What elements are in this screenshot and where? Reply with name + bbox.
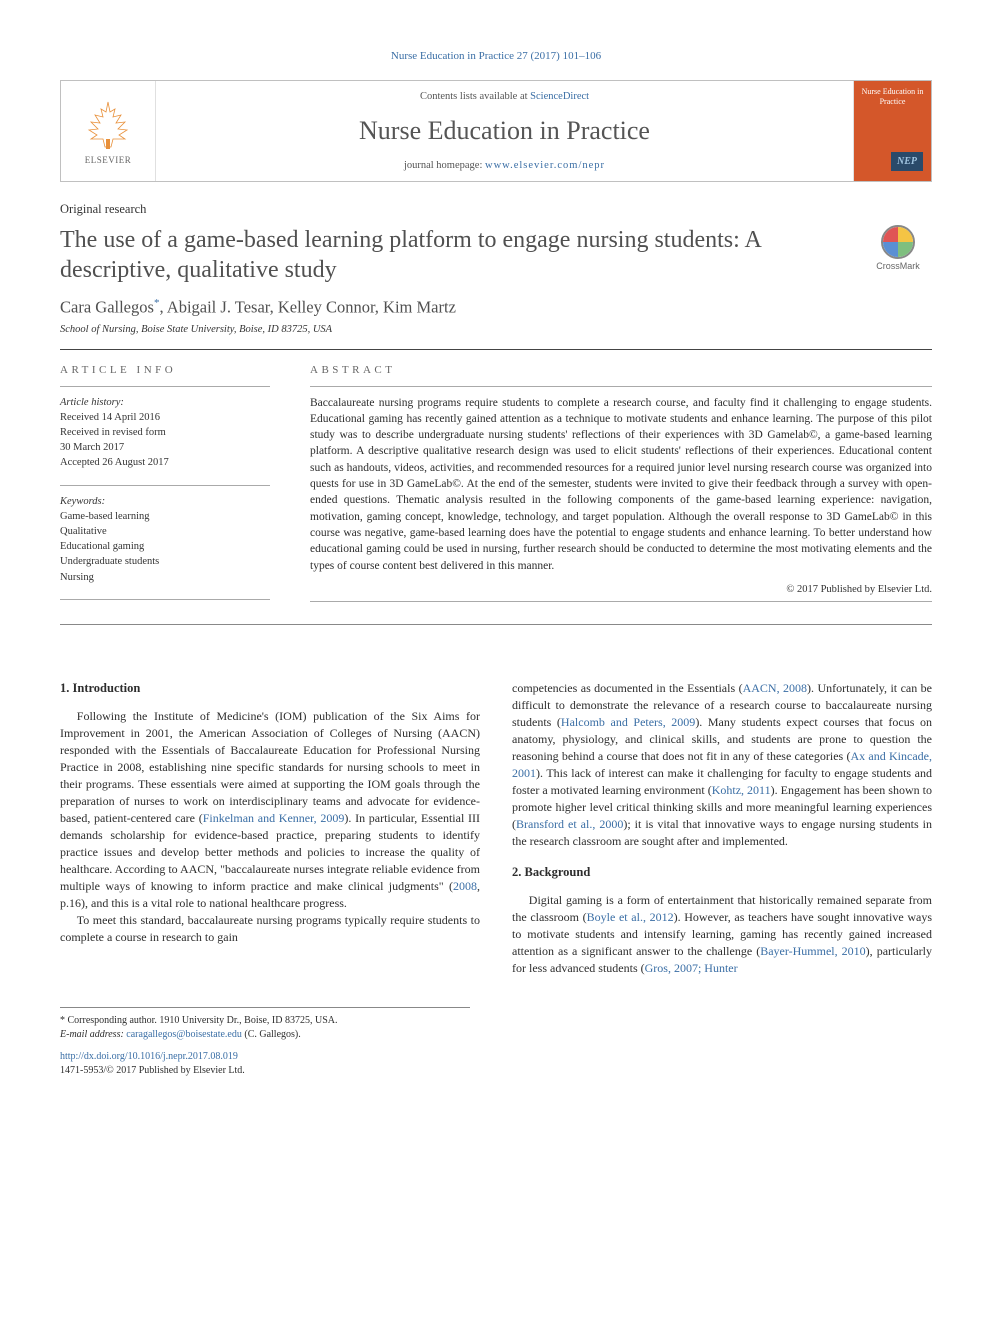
publisher-name: ELSEVIER: [85, 155, 132, 165]
keyword: Game-based learning: [60, 509, 270, 524]
info-abstract-row: ARTICLE INFO Article history: Received 1…: [60, 364, 932, 611]
citation-header: Nurse Education in Practice 27 (2017) 10…: [60, 50, 932, 62]
authors-line: Cara Gallegos*, Abigail J. Tesar, Kelley…: [60, 297, 932, 318]
journal-homepage-link[interactable]: www.elsevier.com/nepr: [485, 160, 605, 171]
doi-block: http://dx.doi.org/10.1016/j.nepr.2017.08…: [60, 1050, 932, 1078]
header-center: Contents lists available at ScienceDirec…: [156, 81, 853, 181]
body-paragraph: Digital gaming is a form of entertainmen…: [512, 892, 932, 977]
abstract-divider: [310, 601, 932, 602]
issn-copyright: 1471-5953/© 2017 Published by Elsevier L…: [60, 1064, 932, 1078]
body-two-column: 1. Introduction Following the Institute …: [60, 680, 932, 977]
body-paragraph: competencies as documented in the Essent…: [512, 680, 932, 850]
article-title: The use of a game-based learning platfor…: [60, 225, 844, 285]
history-line: Accepted 26 August 2017: [60, 455, 270, 470]
citation-link[interactable]: Bransford et al., 2000: [516, 817, 623, 831]
cover-title: Nurse Education in Practice: [860, 87, 925, 106]
title-row: The use of a game-based learning platfor…: [60, 225, 932, 297]
body-paragraph: Following the Institute of Medicine's (I…: [60, 708, 480, 912]
abstract-divider: [310, 386, 932, 387]
citation-link[interactable]: Gros, 2007; Hunter: [645, 961, 738, 975]
history-label: Article history:: [60, 395, 270, 410]
info-divider: [60, 386, 270, 387]
keyword: Qualitative: [60, 524, 270, 539]
journal-name: Nurse Education in Practice: [176, 116, 833, 146]
abstract-text: Baccalaureate nursing programs require s…: [310, 395, 932, 575]
citation-link[interactable]: Finkelman and Kenner, 2009: [203, 811, 345, 825]
crossmark-badge[interactable]: CrossMark: [864, 225, 932, 271]
article-history-block: Article history: Received 14 April 2016 …: [60, 395, 270, 471]
keyword: Undergraduate students: [60, 554, 270, 569]
publisher-logo-block: ELSEVIER: [61, 81, 156, 181]
keywords-block: Keywords: Game-based learning Qualitativ…: [60, 494, 270, 585]
info-divider: [60, 599, 270, 600]
article-info-heading: ARTICLE INFO: [60, 364, 270, 376]
article-info-column: ARTICLE INFO Article history: Received 1…: [60, 364, 270, 611]
abstract-copyright: © 2017 Published by Elsevier Ltd.: [310, 584, 932, 595]
corresponding-author-note: * Corresponding author. 1910 University …: [60, 1014, 470, 1028]
paper-page: Nurse Education in Practice 27 (2017) 10…: [0, 0, 992, 1118]
citation-link[interactable]: AACN, 2008: [743, 681, 807, 695]
abstract-column: ABSTRACT Baccalaureate nursing programs …: [310, 364, 932, 611]
citation-link[interactable]: Bayer-Hummel, 2010: [760, 944, 865, 958]
article-type: Original research: [60, 202, 932, 217]
citation-link[interactable]: Kohtz, 2011: [712, 783, 771, 797]
keyword: Nursing: [60, 570, 270, 585]
footnotes-block: * Corresponding author. 1910 University …: [60, 1007, 470, 1042]
cover-badge: NEP: [891, 152, 923, 171]
email-link[interactable]: caragallegos@boisestate.edu: [126, 1029, 242, 1040]
citation-link[interactable]: Halcomb and Peters, 2009: [561, 715, 695, 729]
contents-available-line: Contents lists available at ScienceDirec…: [176, 91, 833, 102]
citation-link[interactable]: Boyle et al., 2012: [587, 910, 674, 924]
section-heading-background: 2. Background: [512, 864, 932, 882]
abstract-heading: ABSTRACT: [310, 364, 932, 376]
email-line: E-mail address: caragallegos@boisestate.…: [60, 1028, 470, 1042]
journal-header-box: ELSEVIER Contents lists available at Sci…: [60, 80, 932, 182]
divider: [60, 624, 932, 625]
keyword: Educational gaming: [60, 539, 270, 554]
divider: [60, 349, 932, 350]
history-line: Received 14 April 2016: [60, 410, 270, 425]
elsevier-tree-icon: [83, 97, 133, 152]
body-paragraph: To meet this standard, baccalaureate nur…: [60, 912, 480, 946]
crossmark-icon: [881, 225, 915, 259]
spacer: [512, 850, 932, 864]
doi-link[interactable]: http://dx.doi.org/10.1016/j.nepr.2017.08…: [60, 1051, 238, 1062]
affiliation: School of Nursing, Boise State Universit…: [60, 324, 932, 335]
history-line: Received in revised form: [60, 425, 270, 440]
journal-homepage-line: journal homepage: www.elsevier.com/nepr: [176, 160, 833, 171]
history-line: 30 March 2017: [60, 440, 270, 455]
citation-link[interactable]: 2008: [453, 879, 477, 893]
section-heading-introduction: 1. Introduction: [60, 680, 480, 698]
crossmark-label: CrossMark: [864, 261, 932, 271]
sciencedirect-link[interactable]: ScienceDirect: [530, 91, 589, 102]
journal-cover-thumbnail: Nurse Education in Practice NEP: [853, 81, 931, 181]
keywords-label: Keywords:: [60, 494, 270, 509]
info-divider: [60, 485, 270, 486]
